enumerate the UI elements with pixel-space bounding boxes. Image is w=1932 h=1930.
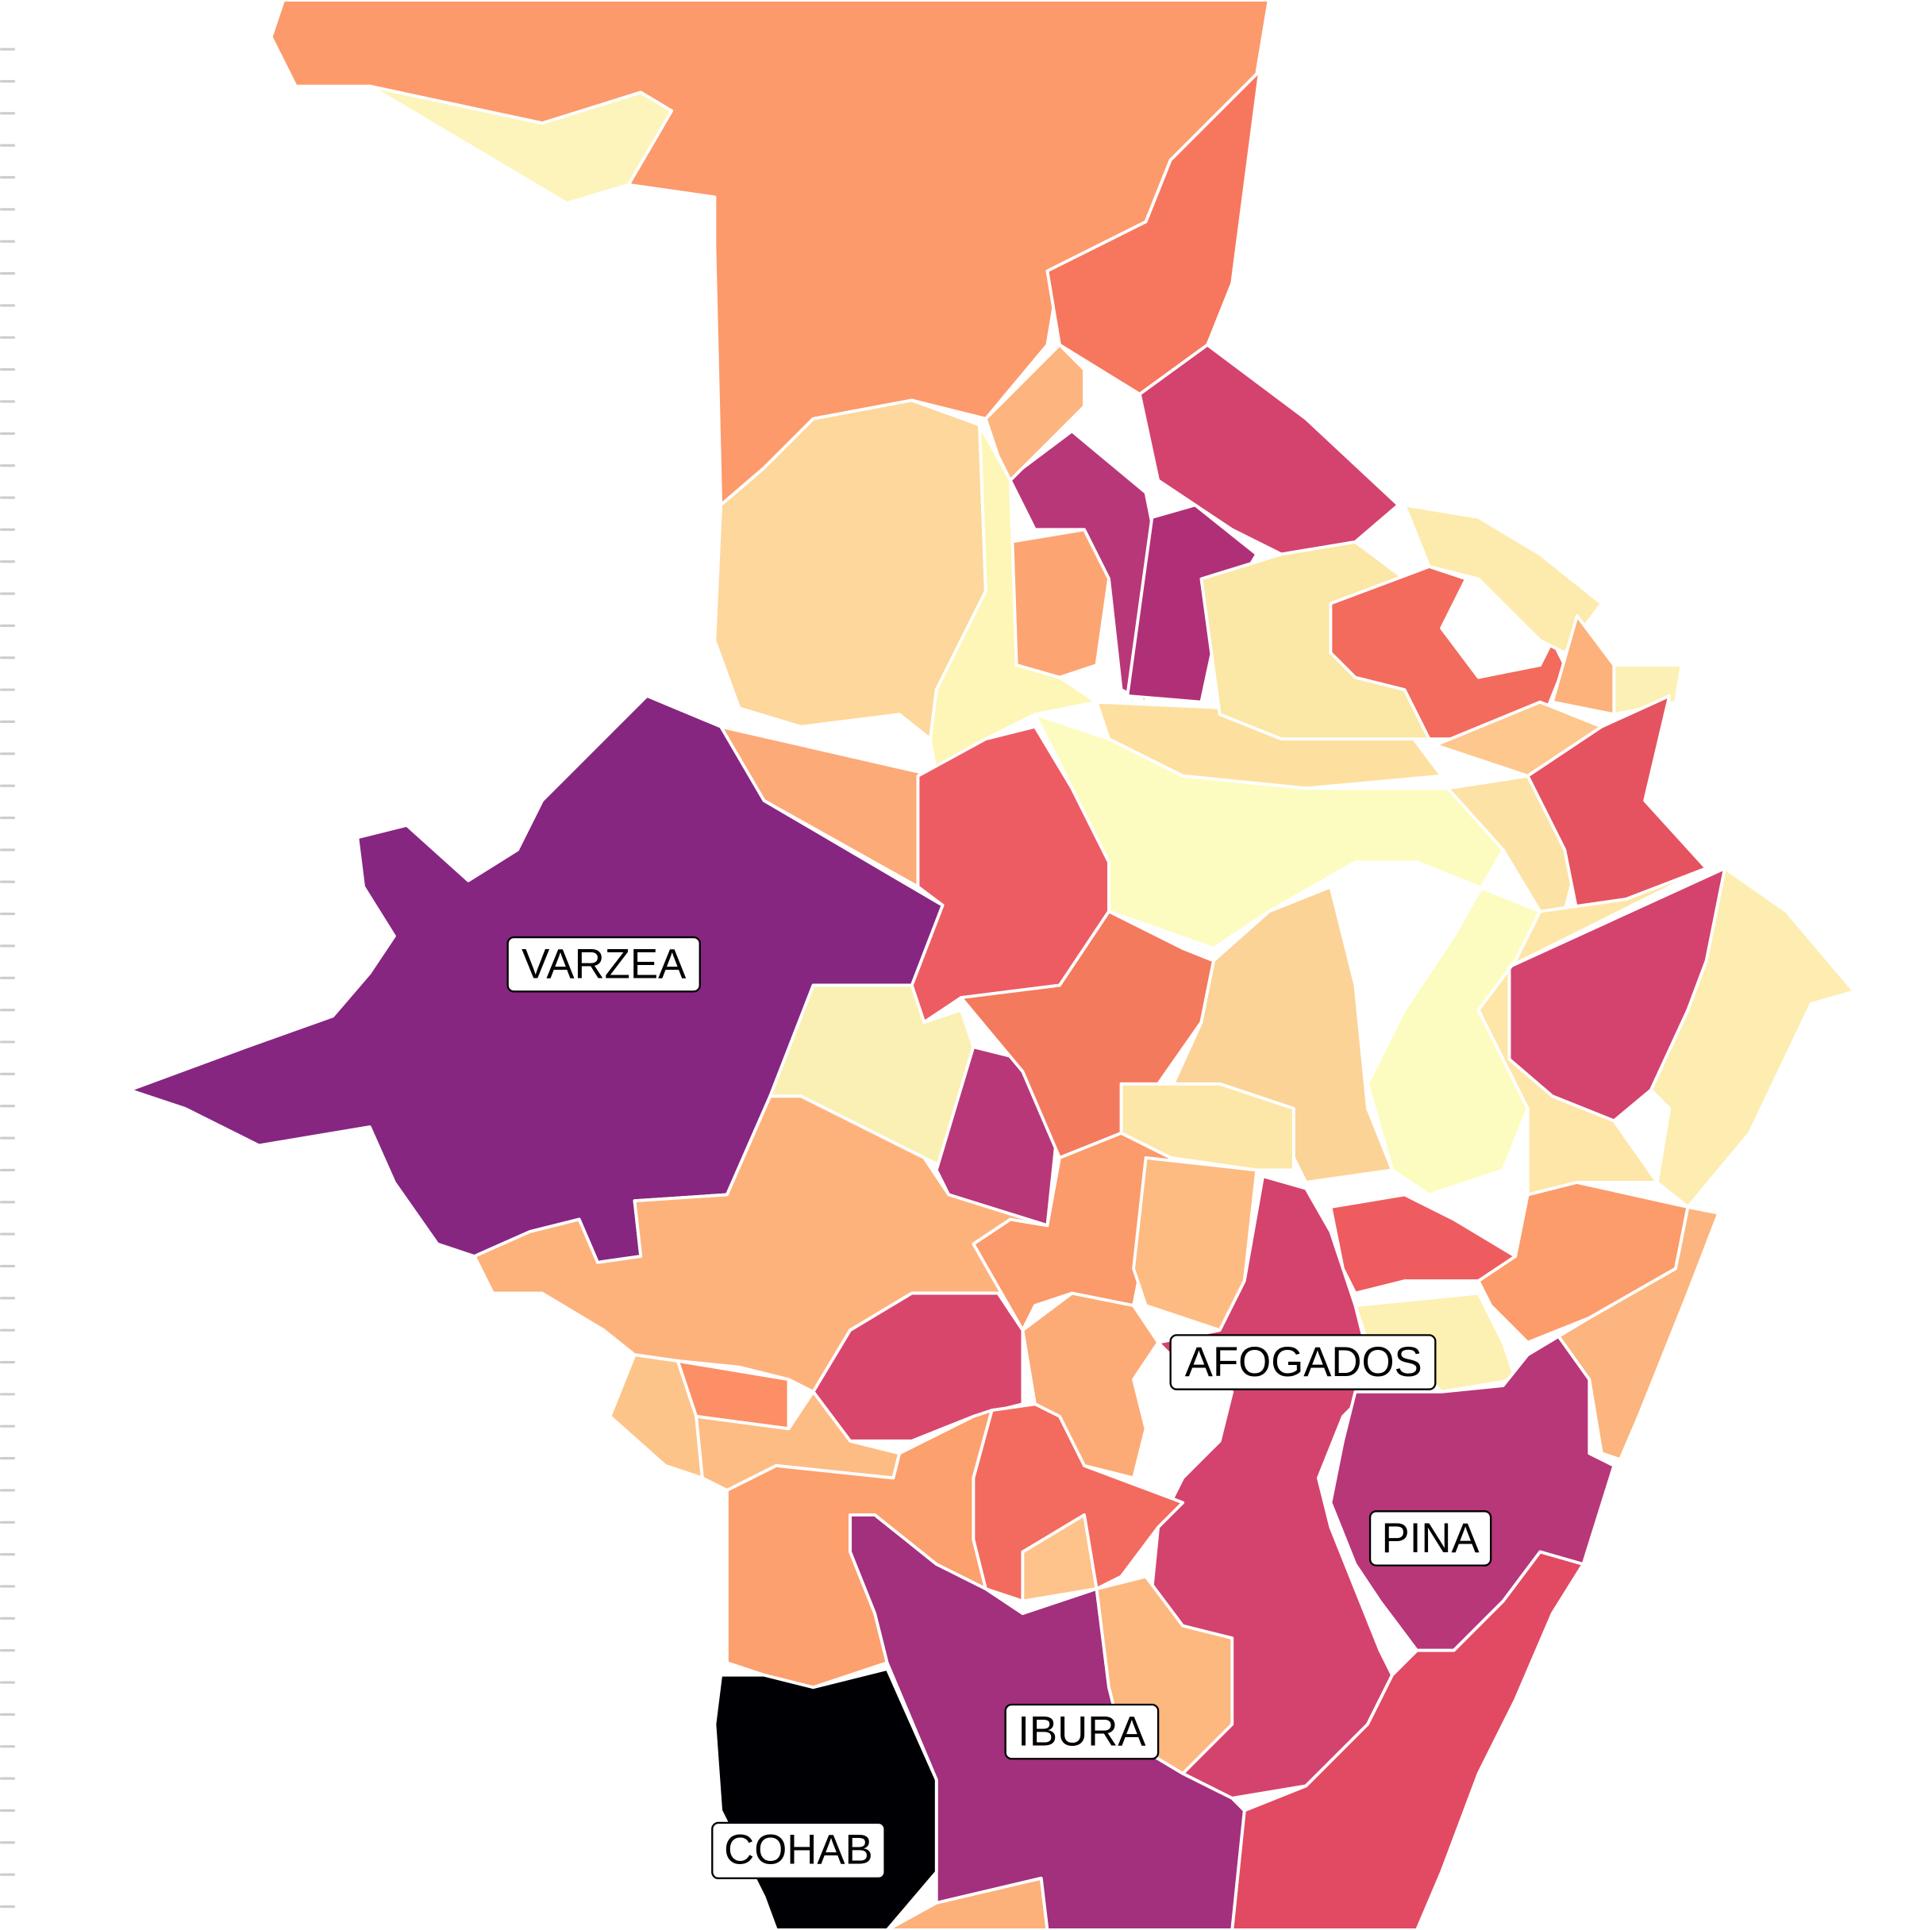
district — [1649, 867, 1856, 1209]
district-label: IBURA — [1018, 1709, 1146, 1755]
districts — [128, 0, 1856, 1930]
district — [368, 84, 674, 206]
label-box — [711, 1821, 886, 1879]
district — [1008, 429, 1160, 704]
district — [1008, 528, 1110, 679]
district-label: COHAB — [724, 1827, 873, 1874]
labels: VARZEA AFOGADOS PINA IBURA COHAB — [506, 936, 1492, 1879]
label-box — [1368, 1510, 1492, 1567]
district — [1403, 503, 1603, 655]
label-box — [506, 936, 701, 993]
district — [811, 1291, 1025, 1443]
district-label: AFOGADOS — [1185, 1339, 1422, 1386]
district — [885, 1876, 1049, 1930]
district — [1476, 867, 1708, 1197]
district — [929, 423, 1099, 778]
district — [1557, 1205, 1721, 1462]
district — [1045, 0, 1271, 396]
label-box — [1004, 1703, 1160, 1760]
district — [713, 1667, 938, 1930]
district-label: PINA — [1382, 1515, 1480, 1562]
district-label: VARZEA — [521, 941, 687, 988]
label-box — [1169, 1334, 1437, 1390]
edge-ticks — [0, 48, 15, 1909]
